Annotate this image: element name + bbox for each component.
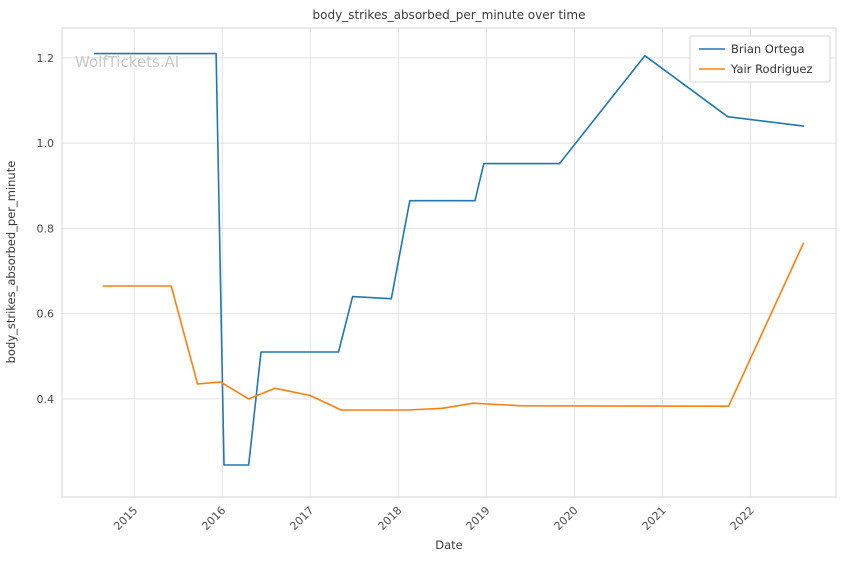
y-axis-label: body_strikes_absorbed_per_minute [4,161,18,364]
watermark: WolfTickets.AI [75,53,179,71]
x-tick-label: 2020 [552,504,581,533]
y-tick-label: 1.0 [37,137,55,150]
grid-layer [61,27,837,498]
x-tick-label: 2022 [728,504,757,533]
plot-border [61,27,837,498]
x-tick-label: 2017 [287,504,316,533]
legend-label: Yair Rodriguez [730,62,813,76]
series-line-yair-rodriguez [102,242,805,411]
series-line-brian-ortega [93,52,805,466]
x-tick-label: 2016 [199,504,228,533]
x-tick-label: 2015 [111,504,140,533]
chart-title: body_strikes_absorbed_per_minute over ti… [313,8,586,22]
y-tick-label: 1.2 [37,52,55,65]
x-tick-label: 2018 [375,504,404,533]
x-tick-label: 2019 [464,504,493,533]
series-layer [93,52,805,466]
y-tick-label: 0.8 [37,222,55,235]
y-tick-label: 0.6 [37,308,55,321]
legend-label: Brian Ortega [731,42,805,56]
plot-area [62,28,836,497]
legend: Brian Ortega Yair Rodriguez [689,35,831,83]
x-axis-label: Date [435,538,463,552]
x-tick-label: 2021 [640,504,669,533]
legend-box [689,35,831,83]
y-tick-label: 0.4 [37,393,55,406]
